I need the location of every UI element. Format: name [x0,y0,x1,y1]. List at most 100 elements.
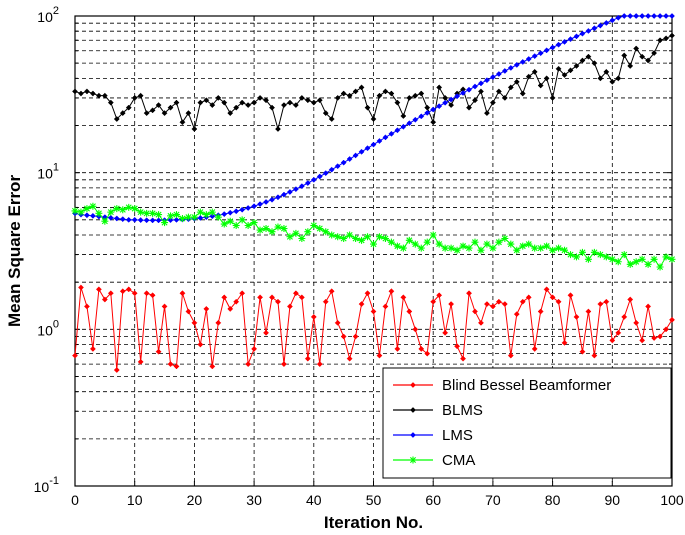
data-point-cma [77,208,85,216]
data-point-cma [608,255,616,263]
data-point-blind-bessel-beamformer [609,337,616,344]
data-point-cma [632,258,640,266]
data-point-cma [435,240,443,248]
series-blind-bessel-beamformer [72,284,675,373]
data-point-lms [89,212,96,219]
data-point-lms [275,194,281,201]
data-point-blms [322,110,329,117]
data-point-blms [292,102,299,109]
data-point-lms [245,205,252,211]
data-point-blind-bessel-beamformer [466,290,472,297]
data-point-lms [448,96,455,103]
data-point-cma [95,209,103,217]
data-point-lms [489,74,496,81]
data-point-cma [519,242,527,250]
data-point-lms [221,211,228,218]
data-point-blms [418,90,425,97]
data-point-blms [280,102,287,109]
x-tick-label: 50 [366,492,382,508]
data-point-lms [173,216,180,223]
data-point-cma [483,240,491,248]
data-point-lms [286,189,293,195]
data-point-blind-bessel-beamformer [633,319,640,326]
data-point-lms [472,83,478,90]
data-point-blms [382,88,389,95]
data-point-blind-bessel-beamformer [101,296,108,303]
data-point-cma [596,251,604,259]
data-point-blms [113,116,120,122]
data-point-cma [256,226,264,234]
y-tick-label: 100 [37,318,59,338]
data-point-cma [364,233,372,241]
data-point-lms [334,163,341,170]
data-point-blind-bessel-beamformer [645,303,652,310]
data-point-lms [651,13,658,19]
data-point-blms [167,104,174,111]
data-point-blind-bessel-beamformer [322,298,329,305]
data-point-blind-bessel-beamformer [561,339,568,346]
data-point-cma [214,213,222,221]
data-point-lms [113,215,120,222]
data-point-blms [125,104,132,111]
data-point-cma [489,244,497,252]
legend-label-lms: LMS [442,427,473,444]
data-point-blms [286,99,293,106]
data-point-blind-bessel-beamformer [597,301,604,308]
legend-marker-lms [410,432,416,438]
data-point-cma [340,235,348,243]
data-point-cma [178,214,186,222]
data-point-blms [519,90,526,97]
data-point-blms [388,90,395,97]
data-point-cma [268,228,276,236]
data-point-lms [167,217,174,224]
data-point-lms [442,99,449,106]
data-point-cma [370,240,377,248]
data-point-cma [149,209,157,217]
data-point-blind-bessel-beamformer [627,296,634,303]
data-point-blind-bessel-beamformer [483,301,490,308]
data-point-lms [239,206,246,213]
grid [75,16,672,486]
data-point-blind-bessel-beamformer [615,329,622,336]
data-point-blms [621,52,628,59]
data-point-cma [507,240,515,248]
data-point-blind-bessel-beamformer [143,290,150,297]
data-point-blind-bessel-beamformer [657,333,664,340]
data-point-blind-bessel-beamformer [531,345,538,352]
data-point-blind-bessel-beamformer [513,311,520,318]
data-point-blms [436,84,443,91]
data-point-lms [125,216,132,223]
data-point-cma [113,205,121,213]
data-point-blms [531,68,538,75]
data-point-cma [352,235,360,243]
data-point-blind-bessel-beamformer [78,284,84,291]
data-point-cma [423,238,431,246]
x-tick-label: 10 [127,492,143,508]
data-point-blms [185,110,192,117]
data-point-blind-bessel-beamformer [137,358,144,365]
data-point-cma [328,231,336,239]
data-point-blms [412,92,419,99]
data-point-blind-bessel-beamformer [191,319,198,326]
data-point-lms [657,13,664,19]
data-point-lms [543,47,550,54]
data-point-lms [537,50,544,57]
data-point-cma [250,219,258,227]
data-point-blind-bessel-beamformer [567,292,574,299]
data-point-cma [465,244,473,252]
data-point-lms [627,13,634,19]
data-point-blind-bessel-beamformer [454,343,461,350]
data-point-blind-bessel-beamformer [621,313,628,320]
data-point-blms [119,110,126,117]
data-point-cma [358,236,366,244]
data-point-blms [633,45,640,52]
series-blms [72,32,675,132]
data-point-cma [393,242,401,250]
data-point-cma [244,222,252,230]
x-tick-label: 80 [545,492,561,508]
series-lms [72,13,675,224]
data-point-blms [472,97,478,104]
data-point-blms [197,99,204,106]
data-point-lms [585,27,592,34]
data-point-blind-bessel-beamformer [89,345,96,352]
